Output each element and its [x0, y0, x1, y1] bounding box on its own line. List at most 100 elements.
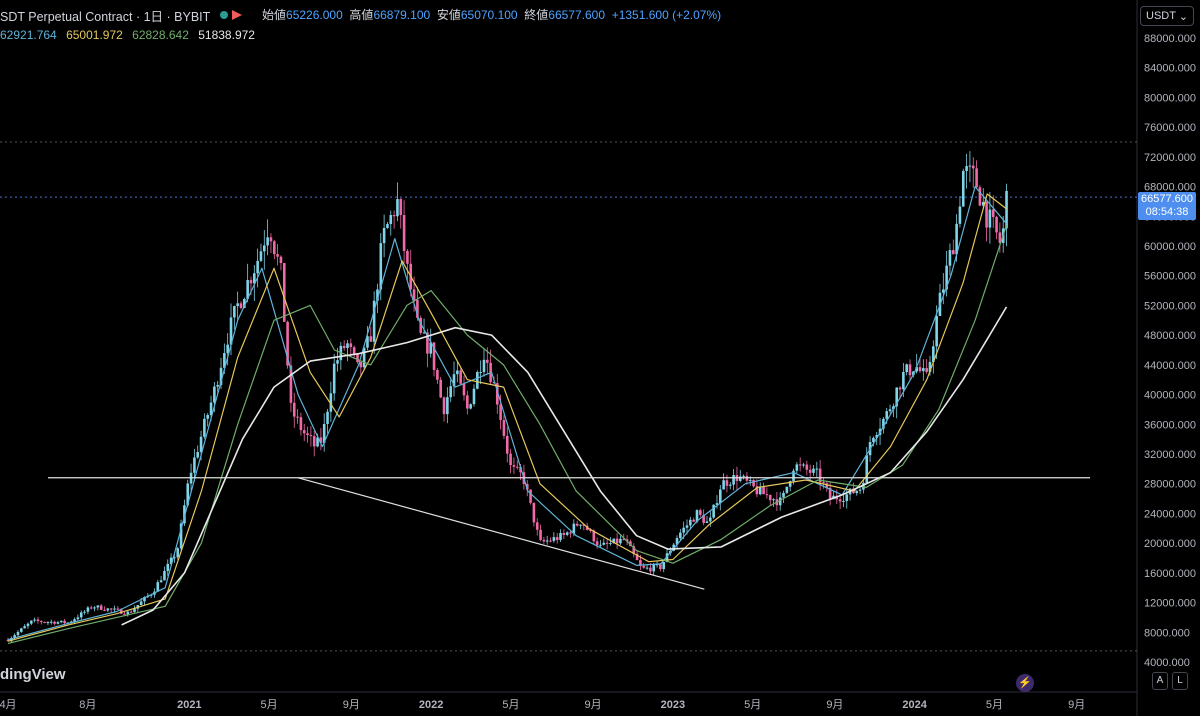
candle-body: [792, 470, 795, 482]
y-tick-label: 48000.000: [1144, 330, 1196, 342]
candle-body: [49, 621, 53, 623]
candle-body: [129, 611, 133, 613]
candle-body: [532, 502, 536, 523]
candle-body: [103, 609, 106, 611]
currency-selector[interactable]: USDT ⌄: [1140, 6, 1194, 26]
candle-body: [143, 597, 146, 602]
candle-body: [259, 251, 263, 261]
candle-body: [782, 492, 785, 498]
y-tick-label: 68000.000: [1144, 182, 1196, 194]
candle-body: [266, 237, 269, 246]
tradingview-logo[interactable]: dingView: [0, 666, 66, 683]
lightning-icon[interactable]: ⚡: [1016, 674, 1034, 692]
candle-body: [549, 540, 552, 542]
candle-body: [872, 437, 875, 442]
symbol-title[interactable]: SDT Perpetual Contract · 1日 · BYBIT: [0, 9, 211, 24]
candle-body: [795, 464, 799, 471]
y-tick-label: 32000.000: [1144, 449, 1196, 461]
candle-body: [486, 359, 489, 363]
candle-body: [539, 529, 542, 540]
candle-body: [935, 315, 938, 347]
y-tick-label: 8000.000: [1144, 627, 1190, 639]
y-tick-label: 28000.000: [1144, 479, 1196, 491]
y-tick-label: 80000.000: [1144, 92, 1196, 104]
candle-body: [406, 250, 409, 264]
candle-body: [842, 500, 845, 502]
candle-body: [918, 367, 922, 372]
candle-body: [469, 404, 472, 409]
candle-body: [718, 489, 722, 504]
candle-body: [555, 537, 559, 540]
candle-body: [948, 250, 952, 266]
candle-body: [209, 402, 213, 416]
ma-line-slow: [7, 225, 1008, 644]
candle-body: [689, 519, 692, 526]
candle-body: [862, 482, 865, 490]
candle-body: [63, 620, 66, 624]
candle-body: [509, 453, 512, 466]
candle-body: [442, 397, 446, 415]
candle-body: [642, 565, 646, 568]
candle-body: [592, 530, 596, 542]
candle-body: [86, 607, 90, 612]
candle-body: [163, 570, 166, 581]
candle-body: [965, 166, 968, 171]
candle-body: [961, 170, 965, 207]
candle-body: [625, 539, 629, 542]
candle-body: [322, 423, 326, 443]
candle-body: [988, 209, 992, 228]
candle-body: [995, 217, 998, 233]
candle-body: [346, 343, 349, 349]
candle-body: [722, 480, 725, 490]
candle-body: [193, 457, 196, 473]
candle-body: [73, 619, 76, 622]
candle-body: [715, 503, 719, 505]
moving-average-legend[interactable]: 62921.764 65001.972 62828.642 51838.972: [0, 28, 261, 42]
candle-body: [422, 332, 426, 334]
x-tick-label: 2023: [661, 699, 685, 711]
candle-body: [106, 608, 110, 611]
x-tick-label: 5月: [261, 699, 278, 711]
candle-body: [199, 436, 203, 453]
candle-body: [262, 245, 266, 252]
candle-body: [186, 483, 190, 506]
candle-body: [662, 562, 666, 570]
candle-body: [945, 265, 948, 290]
candle-body: [246, 280, 249, 299]
flag-icon[interactable]: [232, 10, 243, 20]
candle-body: [173, 557, 176, 559]
candle-body: [223, 353, 226, 368]
candle-body: [20, 628, 23, 632]
y-tick-label: 88000.000: [1144, 33, 1196, 45]
candle-body: [386, 224, 389, 228]
candle-body: [732, 475, 735, 485]
candle-body: [902, 372, 905, 390]
ma-line-long: [121, 306, 1008, 626]
candle-body: [951, 250, 955, 255]
candle-body: [319, 437, 323, 443]
auto-scale-button[interactable]: A: [1152, 672, 1168, 690]
y-tick-label: 72000.000: [1144, 152, 1196, 164]
candle-body: [622, 538, 626, 540]
currency-label: USDT: [1146, 10, 1176, 22]
candle-body: [53, 621, 56, 624]
candle-body: [981, 202, 985, 206]
candle-body: [875, 434, 879, 438]
y-tick-label: 24000.000: [1144, 508, 1196, 520]
candle-body: [955, 223, 958, 255]
candle-body: [495, 383, 499, 405]
candle-body: [885, 411, 889, 419]
candle-body: [882, 418, 885, 429]
candle-body: [612, 538, 616, 544]
candle-body: [316, 437, 319, 447]
candle-body: [752, 479, 755, 487]
log-scale-button[interactable]: L: [1172, 672, 1188, 690]
candle-body: [396, 199, 399, 217]
x-tick-label: 2022: [419, 699, 443, 711]
candle-body: [798, 464, 802, 466]
candle-body: [512, 465, 516, 467]
y-tick-label: 4000.000: [1144, 657, 1190, 669]
x-tick-label: 8月: [79, 699, 96, 711]
change-value: +1351.600 (+2.07%): [611, 8, 722, 22]
